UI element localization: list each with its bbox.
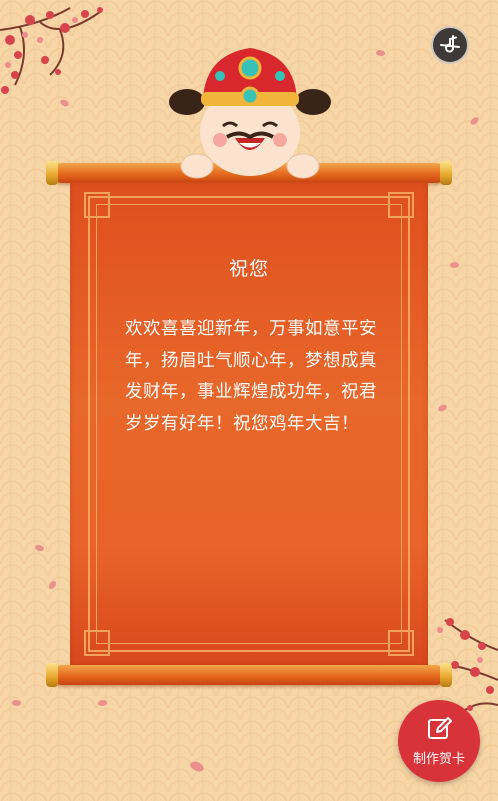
scroll-corner-ornament	[84, 192, 110, 218]
scroll-corner-ornament	[388, 192, 414, 218]
edit-icon	[428, 716, 452, 739]
plum-blossom-bottom-right	[437, 618, 498, 711]
greeting-message: 欢欢喜喜迎新年，万事如意平安年，扬眉吐气顺心年，梦想成真发财年，事业辉煌成功年，…	[125, 319, 377, 434]
plum-blossom-top-left	[0, 7, 103, 94]
scroll-corner-ornament	[388, 630, 414, 656]
scroll-inner-border	[96, 204, 402, 644]
make-card-label: 制作贺卡	[412, 751, 465, 767]
scroll-corner-ornament	[84, 630, 110, 656]
petal	[98, 700, 107, 706]
greeting-scroll: 祝您 欢欢喜喜迎新年，万事如意平安年，扬眉吐气顺心年，梦想成真发财年，事业辉煌成…	[70, 182, 428, 666]
god-of-wealth-illustration	[169, 48, 331, 179]
make-card-button[interactable]: 制作贺卡	[398, 700, 480, 782]
scroll-bottom-roller	[46, 663, 452, 687]
greeting-title: 祝您	[228, 258, 269, 280]
music-off-icon	[440, 35, 460, 53]
music-toggle-button[interactable]	[431, 26, 469, 64]
scroll-border	[88, 196, 410, 652]
